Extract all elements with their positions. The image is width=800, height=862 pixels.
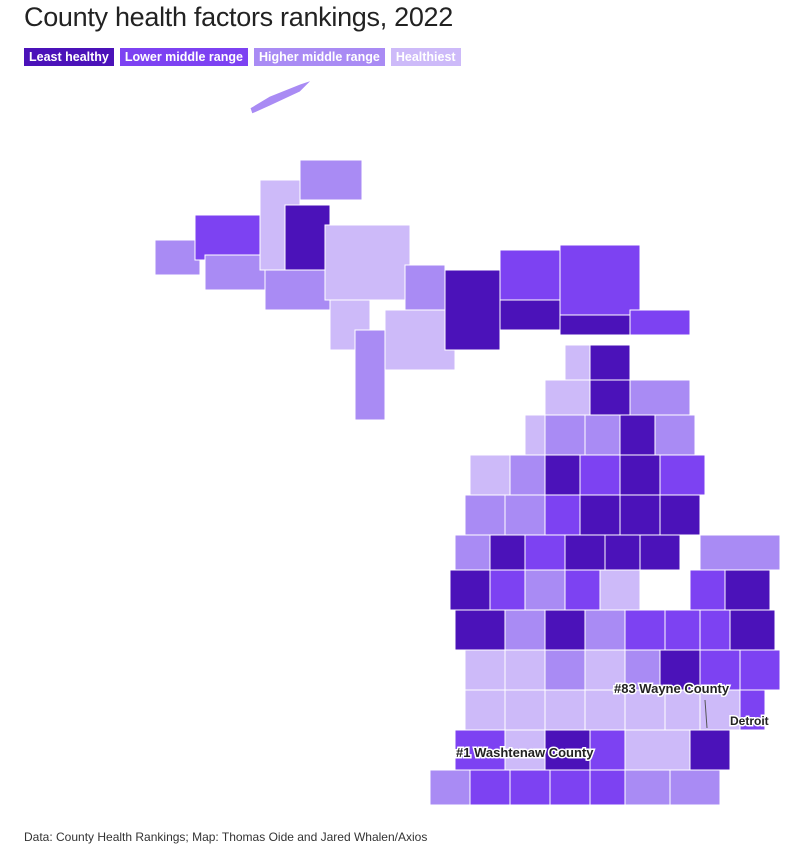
- county: [284, 204, 331, 276]
- county: [524, 569, 566, 611]
- source: Data: County Health Rankings; Map: Thoma…: [24, 830, 428, 844]
- county: [544, 379, 591, 416]
- county: [524, 534, 566, 571]
- county: [584, 689, 626, 731]
- annotation: Detroit: [730, 714, 769, 728]
- county: [489, 569, 526, 611]
- county: [589, 769, 626, 806]
- county: [454, 609, 506, 651]
- map: #83 Wayne County Detroit #1 Washtenaw Co…: [154, 79, 781, 806]
- county: [154, 239, 201, 276]
- county: [544, 494, 581, 536]
- county: [739, 689, 766, 731]
- county: [264, 269, 331, 311]
- county: [324, 224, 411, 301]
- county: [599, 569, 641, 611]
- county: [194, 214, 266, 261]
- county: [669, 769, 721, 806]
- county: [204, 254, 266, 291]
- county: [659, 494, 701, 536]
- county: [689, 569, 726, 611]
- county: [509, 454, 546, 496]
- county: [354, 329, 386, 421]
- county: [404, 264, 446, 311]
- county: [464, 494, 506, 536]
- county: [629, 309, 691, 336]
- county: [699, 534, 781, 571]
- county: [464, 649, 506, 691]
- annotation: #83 Wayne County: [614, 681, 730, 696]
- county: [639, 534, 681, 571]
- county: [249, 79, 313, 115]
- counties: [154, 79, 781, 806]
- legend-item: Healthiest: [390, 48, 461, 66]
- county: [584, 609, 626, 651]
- county: [544, 689, 586, 731]
- legend-item: Least healthy: [24, 48, 114, 66]
- county: [489, 534, 526, 571]
- county: [524, 414, 546, 456]
- county: [564, 534, 606, 571]
- county: [544, 609, 586, 651]
- county: [454, 534, 491, 571]
- county: [604, 534, 641, 571]
- county: [624, 689, 666, 731]
- county: [654, 414, 696, 456]
- county: [729, 609, 776, 651]
- county: [559, 244, 641, 321]
- county: [429, 769, 471, 806]
- county: [504, 689, 546, 731]
- county: [659, 454, 706, 496]
- county: [724, 569, 771, 611]
- county: [504, 609, 546, 651]
- county: [699, 609, 731, 651]
- county: [444, 269, 501, 351]
- county: [619, 454, 661, 496]
- county: [584, 414, 621, 456]
- county: [579, 494, 621, 536]
- county: [469, 769, 511, 806]
- county: [624, 729, 691, 771]
- county: [299, 159, 363, 201]
- county: [564, 344, 591, 381]
- county: [469, 454, 511, 496]
- county: [564, 569, 601, 611]
- legend: Least healthy Lower middle range Higher …: [24, 48, 461, 66]
- legend-item: Lower middle range: [119, 48, 248, 66]
- county: [664, 609, 701, 651]
- county: [449, 569, 491, 611]
- county: [689, 729, 731, 771]
- county: [544, 649, 586, 691]
- county: [384, 309, 456, 371]
- county: [589, 729, 626, 771]
- county: [499, 249, 561, 301]
- county: [629, 379, 691, 416]
- county: [499, 299, 561, 331]
- county: [624, 769, 671, 806]
- county: [624, 609, 666, 651]
- county: [559, 314, 631, 336]
- legend-item: Higher middle range: [253, 48, 385, 66]
- county: [579, 454, 621, 496]
- county: [504, 494, 546, 536]
- county: [589, 379, 631, 416]
- county: [739, 649, 781, 691]
- title: County health factors rankings, 2022: [24, 2, 453, 32]
- county: [589, 344, 631, 381]
- county: [549, 769, 591, 806]
- county: [544, 414, 586, 456]
- county: [619, 494, 661, 536]
- county: [664, 689, 701, 731]
- county: [504, 649, 546, 691]
- county: [509, 769, 551, 806]
- county: [464, 689, 506, 731]
- annotation: #1 Washtenaw County: [456, 745, 594, 760]
- county: [619, 414, 656, 456]
- leader-line: [704, 699, 708, 729]
- county: [544, 454, 581, 496]
